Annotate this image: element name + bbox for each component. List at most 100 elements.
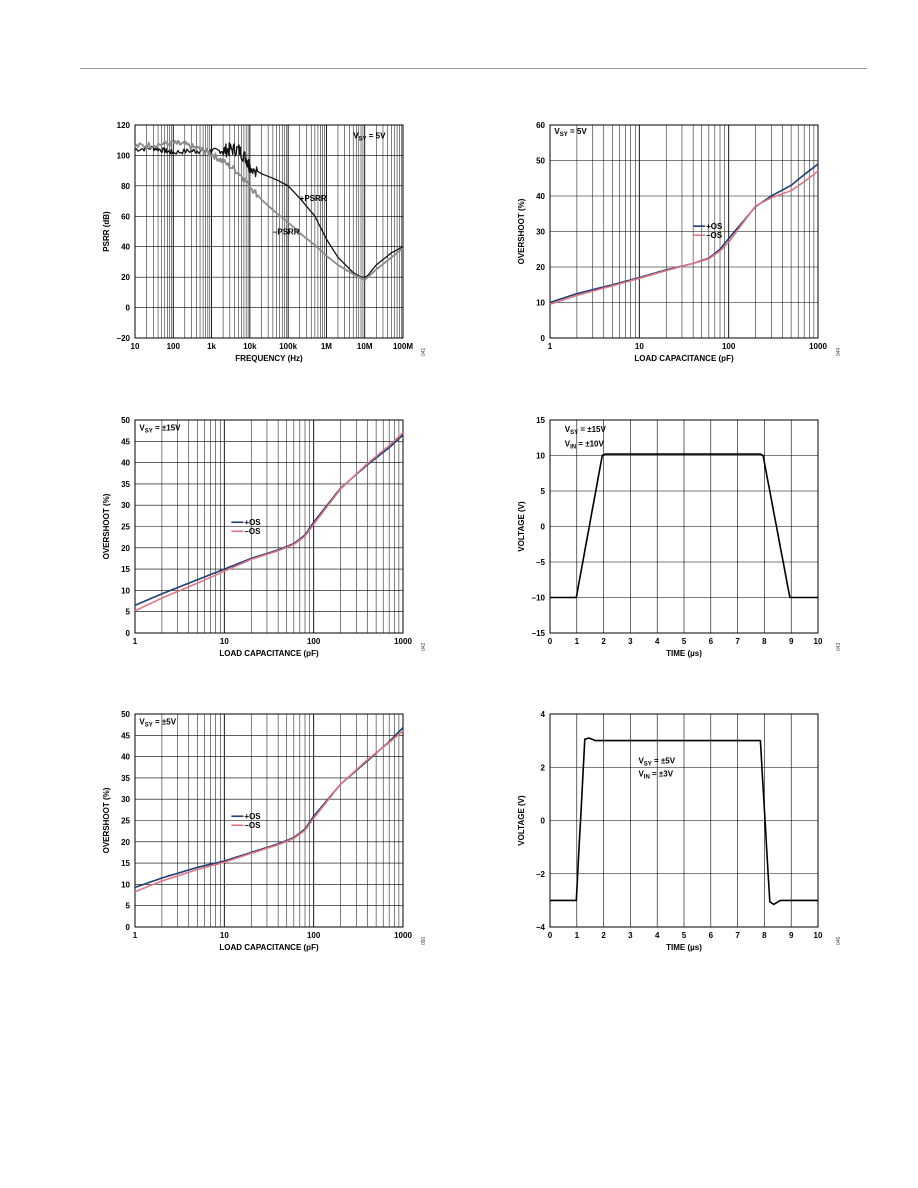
annotation-main: V (139, 424, 145, 433)
gridlines (134, 419, 403, 634)
annotation-subscript: IN (644, 775, 650, 781)
figure-id: 041 (421, 347, 427, 356)
x-tick-label: 10k (243, 342, 257, 351)
y-axis-label: VOLTAGE (V) (517, 795, 526, 846)
y-axis-label: VOLTAGE (V) (517, 501, 526, 552)
series-line-os (549, 163, 819, 304)
gridlines (134, 713, 403, 928)
x-tick-label: 1 (548, 342, 553, 351)
figure-id: 046 (836, 936, 842, 945)
y-tick-label: 15 (536, 416, 545, 425)
plot-frame (134, 124, 404, 339)
y-tick-label: 50 (536, 157, 545, 166)
x-tick-label: 6 (709, 637, 714, 646)
annotation-main: +PSRR (300, 194, 327, 203)
annotation-main: V (353, 132, 359, 141)
annotation-rest: = ±15V (578, 425, 606, 434)
x-tick-label: 1000 (394, 931, 412, 940)
annotation-rest: = ±3V (650, 770, 674, 779)
x-tick-label: 10 (814, 637, 823, 646)
x-tick-label: 4 (655, 931, 660, 940)
annotation-main: V (638, 770, 644, 779)
y-tick-label: 10 (536, 452, 545, 461)
x-tick-label: 1000 (809, 342, 827, 351)
y-tick-label: –4 (536, 923, 545, 932)
x-tick-label: 1 (575, 637, 580, 646)
y-tick-label: 25 (121, 523, 130, 532)
chart-svg-psrr: 10 100 1k 10k 100k 1M 10M 100M –20 0 20 40 60 80 100 12… (102, 121, 427, 363)
annotation-main: V (638, 756, 644, 765)
plot-frame (134, 419, 404, 634)
y-tick-label: 60 (121, 212, 130, 221)
x-axis-label: LOAD CAPACITANCE (pF) (219, 649, 319, 658)
plot-frame (549, 124, 819, 339)
y-tick-label: 10 (121, 880, 130, 889)
figure-id: 044 (836, 347, 842, 356)
y-tick-label: 40 (121, 243, 130, 252)
annotation-subscript: SY (560, 132, 568, 138)
y-tick-label: 20 (536, 263, 545, 272)
annotation-rest: = 5V (367, 132, 387, 141)
annotation: –PSRR (273, 228, 300, 237)
x-tick-label: 1 (133, 637, 138, 646)
figure-id: 043 (836, 642, 842, 651)
annotation-subscript: SY (145, 429, 153, 435)
legend-label: +OS (706, 222, 723, 231)
x-tick-label: 3 (628, 637, 633, 646)
y-tick-label: 2 (541, 763, 546, 772)
chart-overshoot-vs-load-15v: 1 10 100 1000 0 5 10 15 20 25 30 35 40 45 50 LOAD CAPAC… (95, 410, 525, 680)
series-line-os (134, 727, 404, 889)
figure-id: 042 (421, 642, 427, 651)
gridlines (134, 124, 403, 339)
x-tick-label: 9 (789, 931, 794, 940)
annotation-main: V (554, 127, 560, 136)
series-line-os (134, 434, 404, 607)
series-line-os (134, 730, 404, 893)
y-axis-label: OVERSHOOT (%) (102, 787, 111, 853)
x-tick-label: 100M (393, 342, 413, 351)
legend-label: +OS (244, 518, 261, 527)
legend-label: +OS (244, 812, 261, 821)
x-tick-label: 10 (220, 637, 229, 646)
legend-label: –OS (244, 821, 261, 830)
legend: +OS–OS (693, 222, 723, 240)
y-tick-label: 40 (121, 753, 130, 762)
x-tick-label: 8 (762, 931, 767, 940)
y-tick-label: –5 (536, 558, 545, 567)
annotation: VSY = 5V (353, 132, 386, 143)
x-tick-label: 1000 (394, 637, 412, 646)
chart-pulse-response-5v: 0 1 2 3 4 5 6 7 8 9 10 –4 –2 0 2 4 TIME (µs) VOLTAGE (V) V… (510, 704, 918, 974)
y-tick-label: 5 (126, 902, 131, 911)
y-tick-label: 45 (121, 437, 130, 446)
x-tick-label: 10 (220, 931, 229, 940)
y-tick-label: 25 (121, 817, 130, 826)
gridlines (549, 419, 819, 634)
x-axis-label: LOAD CAPACITANCE (pF) (634, 354, 734, 363)
annotation-main: –PSRR (273, 228, 300, 237)
annotation: VSY = 5V (554, 127, 587, 138)
x-tick-label: 10 (635, 342, 644, 351)
y-tick-label: 50 (121, 416, 130, 425)
annotation-rest: = ±10V (576, 439, 604, 448)
legend: +OS–OS (231, 518, 261, 536)
x-tick-label: 5 (682, 637, 687, 646)
gridlines (549, 713, 819, 928)
y-tick-label: 10 (536, 299, 545, 308)
annotation-subscript: IN (570, 444, 576, 450)
annotation-subscript: SY (570, 430, 578, 436)
annotation: VSY = ±5V (638, 756, 675, 767)
y-tick-label: 0 (541, 817, 546, 826)
chart-svg-overshoot-5v-dual: 1 10 100 1000 0 5 10 15 20 25 30 35 40 45 50 LOAD CAPAC… (102, 710, 427, 952)
annotation-subscript: SY (359, 137, 367, 143)
y-tick-label: –10 (532, 594, 546, 603)
x-tick-label: 0 (548, 931, 553, 940)
annotation-main: V (139, 718, 145, 727)
x-tick-label: 100 (722, 342, 736, 351)
x-tick-label: 1M (321, 342, 332, 351)
y-tick-label: 80 (121, 182, 130, 191)
annotation: VIN = ±3V (638, 770, 673, 781)
x-tick-label: 7 (735, 637, 740, 646)
gridlines (549, 124, 818, 339)
y-tick-label: 0 (126, 304, 131, 313)
y-tick-label: 30 (121, 795, 130, 804)
